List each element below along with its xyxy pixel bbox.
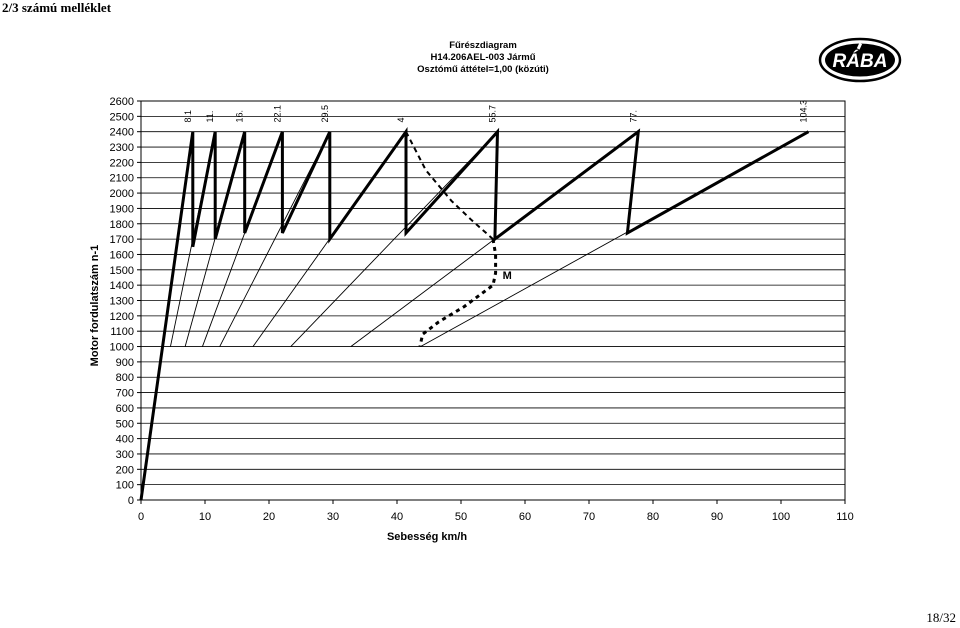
chart-subtitle-1: H14.206AEL-003 Jármű	[430, 52, 536, 63]
y-tick-label: 2100	[110, 173, 134, 185]
y-tick-label: 1300	[110, 296, 134, 308]
y-tick-label: 600	[116, 403, 134, 415]
shift-speed-label: 4	[396, 117, 406, 122]
y-tick-label: 1500	[110, 265, 134, 277]
page-number: 18/32	[926, 610, 956, 625]
y-tick-label: 300	[116, 449, 134, 461]
y-tick-label: 1200	[110, 311, 134, 323]
y-tick-label: 500	[116, 418, 134, 430]
y-tick-label: 2600	[110, 96, 134, 108]
y-tick-label: 100	[116, 480, 134, 492]
logo-text: RÁBA	[833, 50, 888, 72]
x-tick-label: 70	[583, 511, 595, 523]
torque-dashed-series	[405, 131, 494, 240]
shift-speed-label: 55.7	[487, 105, 497, 123]
chart-title: Fűrészdiagram	[449, 40, 517, 51]
y-tick-label: 1100	[110, 326, 134, 338]
gear-line	[290, 131, 498, 347]
x-tick-label: 60	[519, 511, 531, 523]
y-tick-label: 1900	[110, 203, 134, 215]
chart-title-block: Fűrészdiagram H14.206AEL-003 Jármű Osztó…	[300, 40, 666, 76]
shift-speed-label: 104.3	[799, 100, 809, 123]
shift-speed-label: 77.	[628, 110, 638, 123]
shift-speed-label: 11.	[205, 111, 215, 123]
y-tick-label: 900	[116, 357, 134, 369]
y-tick-label: 800	[116, 372, 134, 384]
y-tick-label: 2000	[110, 188, 134, 200]
x-tick-label: 80	[647, 511, 659, 523]
x-tick-label: 90	[711, 511, 723, 523]
x-tick-label: 100	[772, 511, 790, 523]
x-tick-label: 50	[455, 511, 467, 523]
torque-dotted-series	[418, 238, 498, 347]
y-tick-label: 2300	[110, 142, 134, 154]
y-tick-label: 2200	[110, 157, 134, 169]
y-tick-label: 1800	[110, 219, 134, 231]
x-tick-label: 0	[138, 511, 144, 523]
x-tick-label: 30	[327, 511, 339, 523]
y-tick-label: 0	[128, 495, 134, 507]
x-tick-label: 110	[836, 511, 854, 523]
y-tick-label: 2500	[110, 111, 134, 123]
x-tick-label: 40	[391, 511, 403, 523]
x-tick-label: 10	[199, 511, 211, 523]
shift-speed-label: 22.1	[272, 105, 282, 123]
y-tick-label: 2400	[110, 127, 134, 139]
y-tick-label: 1700	[110, 234, 134, 246]
y-tick-label: 1400	[110, 280, 134, 292]
shift-speed-label: 29.5	[320, 105, 330, 123]
page-header: 2/3 számú melléklet	[2, 0, 112, 15]
marker-label-m: M	[503, 270, 512, 282]
y-tick-label: 400	[116, 434, 134, 446]
y-tick-label: 1000	[110, 342, 134, 354]
y-axis-label: Motor fordulatszám n-1	[89, 245, 101, 367]
sawtooth-series	[139, 126, 810, 501]
shift-speed-label: 8.1	[183, 110, 193, 123]
x-axis-label: Sebesség km/h	[387, 531, 467, 543]
x-tick-label: 20	[263, 511, 275, 523]
y-tick-label: 1600	[110, 249, 134, 261]
raba-logo-icon: RÁBA	[818, 37, 902, 83]
chart-subtitle-2: Osztómű áttétel=1,00 (közúti)	[417, 64, 549, 75]
shift-speed-label: 16.	[235, 110, 245, 123]
y-tick-label: 200	[116, 464, 134, 476]
y-tick-label: 700	[116, 388, 134, 400]
